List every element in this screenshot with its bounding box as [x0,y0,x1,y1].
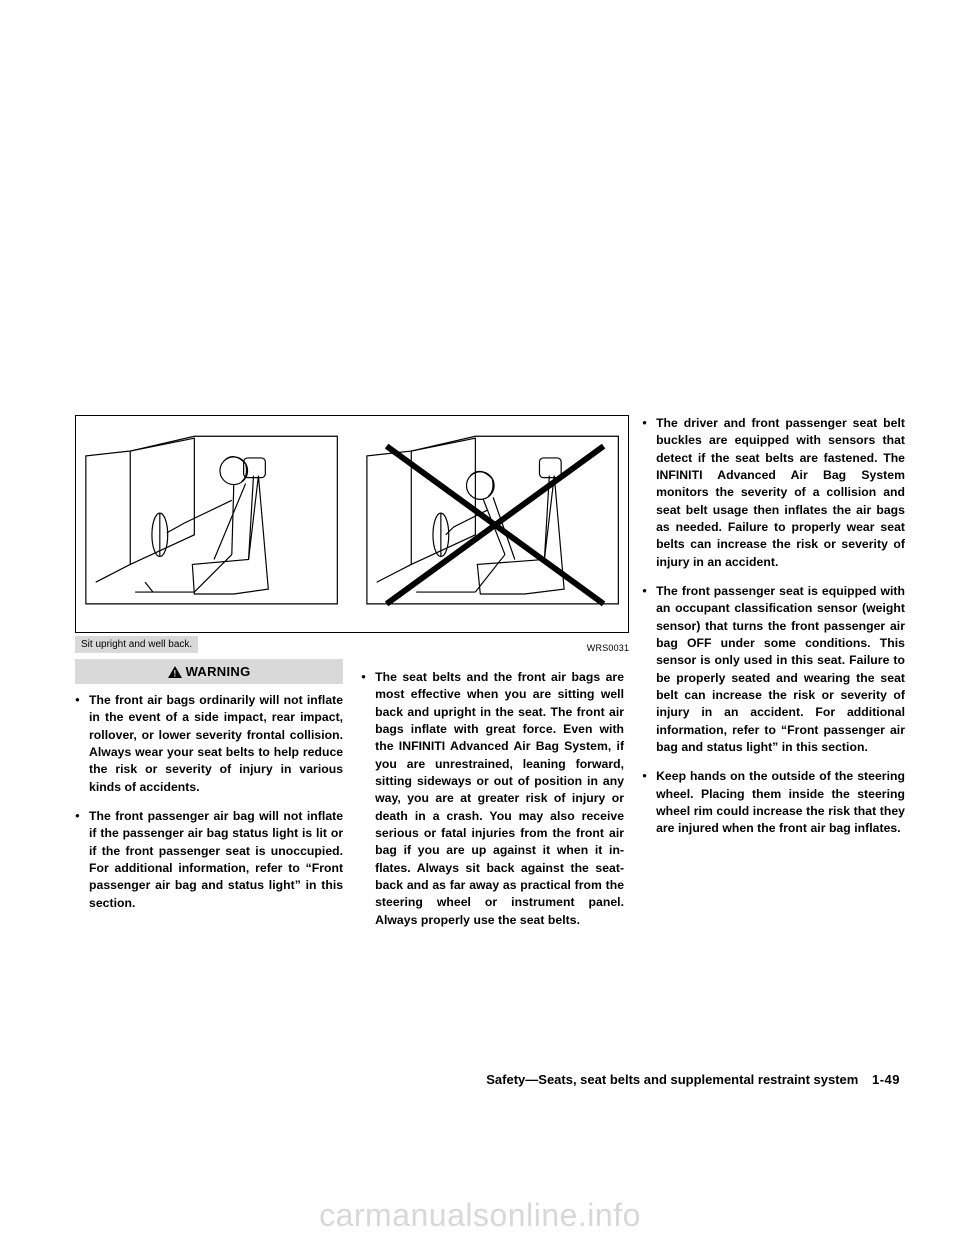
figure-span: Sit upright and well back. WRS0031 [75,415,629,653]
seating-posture-illustration [76,416,628,632]
warning-header: ! WARNING [75,659,343,684]
warning-label: WARNING [186,664,251,679]
col3-bullet-list: The driver and front passenger seat belt… [642,415,905,838]
bullet-item: The driver and front passenger seat belt… [642,415,905,571]
footer-section: Safety—Seats, seat belts and supplementa… [486,1072,858,1087]
svg-text:!: ! [173,668,176,678]
manual-page: Sit upright and well back. WRS0031 ! WAR… [0,0,960,1242]
bullet-item: The front passenger air bag will not inf… [75,808,343,912]
warning-triangle-icon: ! [168,666,182,678]
bullet-item: The seat belts and the front air bags ar… [361,669,624,929]
column-3: The driver and front passenger seat belt… [642,415,905,941]
column-1: Sit upright and well back. WRS0031 ! WAR… [75,415,343,941]
watermark: carmanualsonline.info [0,1197,960,1234]
page-footer: Safety—Seats, seat belts and supplementa… [486,1072,900,1087]
col2-bullet-list: The seat belts and the front air bags ar… [361,669,624,929]
col1-bullet-list: The front air bags ordinarily will not i… [75,692,343,912]
footer-page-number: 1-49 [872,1072,900,1087]
bullet-item: The front passenger seat is equipped wit… [642,583,905,756]
bullet-item: Keep hands on the outside of the steer­i… [642,768,905,837]
content-columns: Sit upright and well back. WRS0031 ! WAR… [75,415,905,941]
bullet-item: The front air bags ordinarily will not i… [75,692,343,796]
figure-caption: Sit upright and well back. [75,636,198,653]
figure-illustration [75,415,629,633]
